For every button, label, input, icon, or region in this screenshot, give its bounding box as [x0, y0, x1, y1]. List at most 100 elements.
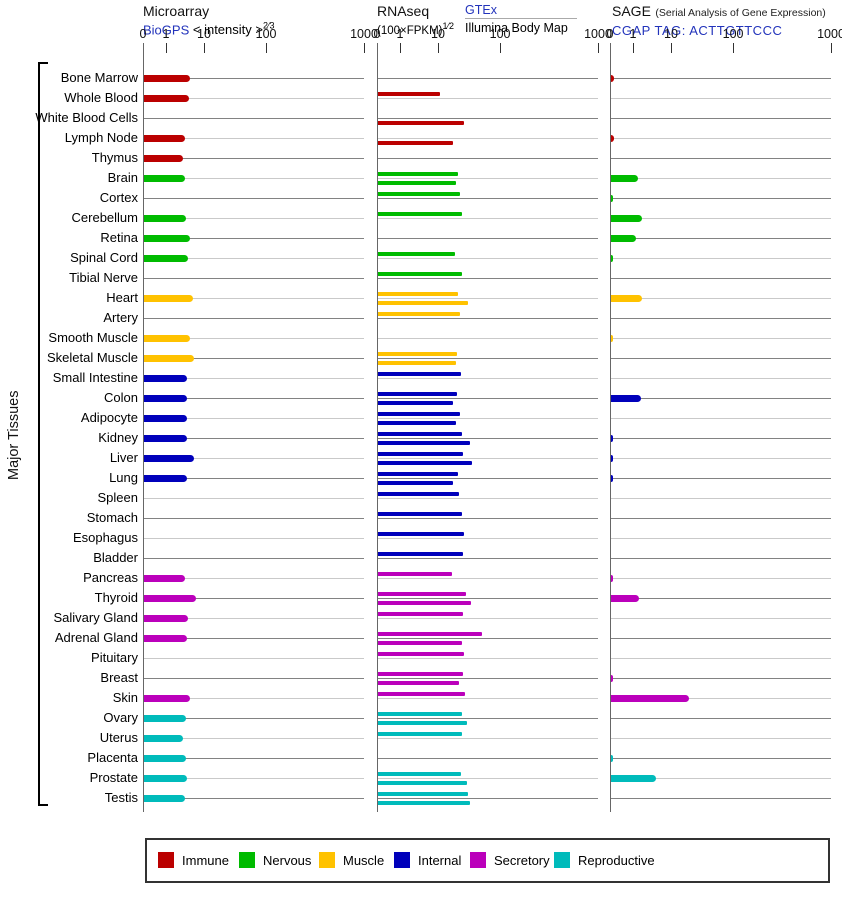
tissue-label: Prostate: [89, 770, 138, 785]
grid-row-line: [611, 598, 831, 599]
tissue-label: Lymph Node: [64, 130, 138, 145]
grid-row-line: [378, 478, 598, 479]
panel-axis-line: [143, 43, 144, 812]
grid-row-line: [611, 478, 831, 479]
grid-row-line: [611, 718, 831, 719]
expression-bar: [144, 475, 188, 482]
expression-bar: [611, 755, 613, 762]
grid-row-line: [378, 458, 598, 459]
legend-swatch: [554, 852, 570, 868]
axis-tick: [399, 43, 401, 53]
expression-bar: [378, 612, 464, 616]
legend: Immune Nervous Muscle Internal Secretory Repr…: [145, 838, 830, 883]
expression-bar: [378, 421, 456, 425]
grid-row-line: [378, 578, 598, 579]
microarray-scale-label: < intensity >2⁄3: [192, 21, 275, 38]
grid-row-line: [378, 618, 598, 619]
expression-bar: [378, 632, 482, 636]
axis-tick-label: 1000: [817, 27, 842, 41]
tissue-label: Skeletal Muscle: [46, 350, 138, 365]
tissue-label: Ovary: [103, 710, 138, 725]
grid-row-line: [611, 558, 831, 559]
grid-row-line: [144, 638, 364, 639]
grid-row-line: [378, 558, 598, 559]
tissue-label: Small Intestine: [52, 370, 138, 385]
expression-bar: [378, 272, 463, 276]
tissue-label: Whole Blood: [64, 90, 138, 105]
axis-tick-label: 100: [489, 27, 511, 41]
grid-row-line: [611, 658, 831, 659]
grid-row-line: [611, 318, 831, 319]
axis-tick-label: 1000: [584, 27, 612, 41]
grid-row-line: [144, 158, 364, 159]
tissue-label: Kidney: [98, 430, 138, 445]
axis-tick-label: 0: [139, 27, 147, 41]
expression-bar: [378, 292, 459, 296]
grid-row-line: [144, 498, 364, 499]
expression-bar: [144, 175, 185, 182]
grid-row-line: [378, 358, 598, 359]
grid-row-line: [378, 258, 598, 259]
grid-row-line: [144, 698, 364, 699]
expression-bar: [144, 775, 188, 782]
grid-row-line: [378, 318, 598, 319]
expression-bar: [378, 652, 464, 656]
tissue-label: White Blood Cells: [35, 110, 138, 125]
grid-row-line: [611, 698, 831, 699]
expression-bar: [378, 721, 468, 725]
expression-bar: [378, 401, 453, 405]
axis-tick: [632, 43, 634, 53]
grid-row-line: [611, 218, 831, 219]
grid-row-line: [378, 678, 598, 679]
grid-row-line: [378, 218, 598, 219]
tissue-label: Lung: [109, 470, 138, 485]
axis-tick: [203, 43, 205, 53]
expression-bar: [144, 635, 188, 642]
cgap-tag-link[interactable]: CGAP TAG: ACTTGTTCCC: [612, 23, 783, 38]
grid-row-line: [144, 518, 364, 519]
biogps-link[interactable]: BioGPS: [143, 22, 190, 38]
gtex-underline: [465, 18, 577, 19]
grid-row-line: [144, 78, 364, 79]
grid-row-line: [378, 118, 598, 119]
grid-row-line: [378, 238, 598, 239]
y-axis-label: Major Tissues: [6, 390, 22, 480]
expression-bar: [611, 255, 613, 262]
tissue-label: Skin: [112, 690, 138, 705]
grid-row-line: [144, 218, 364, 219]
gtex-link[interactable]: GTEx: [465, 3, 497, 17]
legend-swatch: [319, 852, 335, 868]
legend-swatch: [239, 852, 255, 868]
grid-row-line: [144, 298, 364, 299]
grid-row-line: [378, 658, 598, 659]
expression-bar: [378, 601, 472, 605]
grid-row-line: [611, 178, 831, 179]
grid-row-line: [144, 118, 364, 119]
expression-bar: [144, 755, 186, 762]
grid-row-line: [611, 398, 831, 399]
axis-tick: [500, 43, 502, 53]
expression-bar: [378, 472, 459, 476]
expression-bar: [378, 181, 456, 185]
tissue-label: Spleen: [97, 490, 138, 505]
expression-bar: [378, 192, 460, 196]
tissue-label: Pancreas: [83, 570, 138, 585]
expression-bar: [144, 375, 188, 382]
tissue-label: Testis: [104, 790, 138, 805]
grid-row-line: [378, 158, 598, 159]
grid-row-line: [611, 798, 831, 799]
tissue-label: Stomach: [86, 510, 138, 525]
axis-tick: [266, 43, 268, 53]
expression-bar: [378, 212, 462, 216]
expression-bar: [378, 712, 462, 716]
axis-tick-label: 1: [162, 27, 170, 41]
grid-row-line: [611, 538, 831, 539]
expression-bar: [144, 235, 191, 242]
expression-bar: [144, 215, 186, 222]
axis-tick: [364, 43, 365, 53]
grid-row-line: [378, 698, 598, 699]
sage-title-note: (Serial Analysis of Gene Expression): [655, 7, 826, 19]
tissue-label: Cortex: [99, 190, 138, 205]
axis-tick: [165, 43, 167, 53]
expression-bar: [378, 352, 457, 356]
